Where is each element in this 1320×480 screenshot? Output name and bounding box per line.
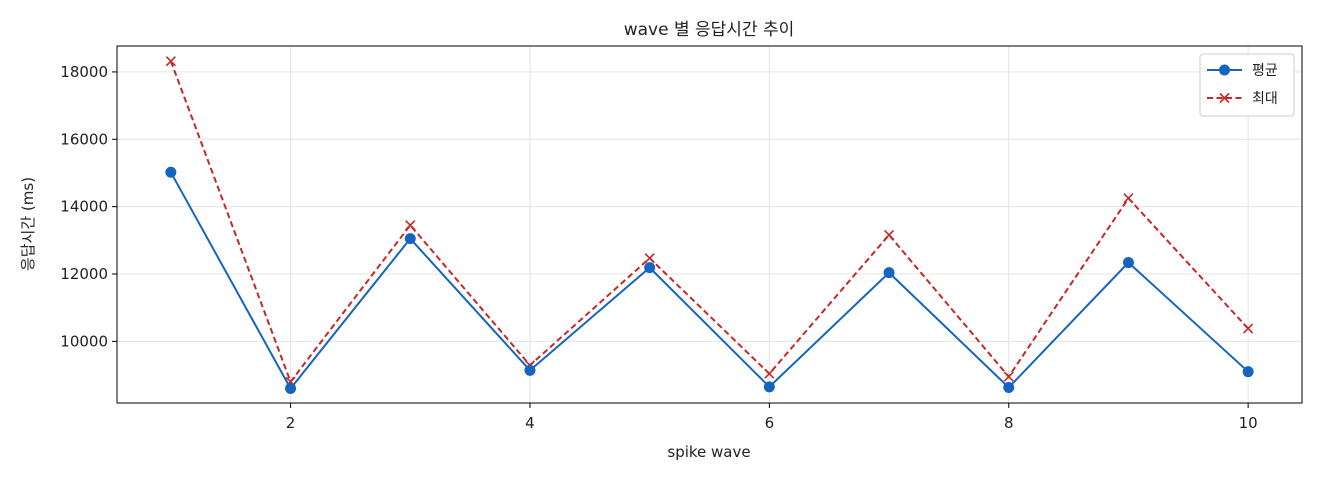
data-point	[644, 262, 656, 274]
data-point	[763, 381, 775, 393]
x-marker-stroke	[1243, 323, 1254, 334]
x-tick-label: 4	[525, 414, 535, 432]
data-point	[883, 229, 895, 241]
y-tick-label: 14000	[60, 198, 108, 216]
data-point	[1123, 193, 1134, 204]
x-marker-stroke	[165, 56, 176, 67]
data-point	[524, 364, 536, 376]
data-point	[165, 56, 176, 67]
y-tick-label: 10000	[60, 332, 108, 350]
data-point	[404, 233, 416, 245]
data-point	[1003, 382, 1015, 394]
x-marker-stroke	[405, 220, 416, 231]
data-point	[165, 166, 177, 178]
legend-box	[1199, 53, 1295, 117]
data-point	[1243, 323, 1254, 334]
x-tick-label: 2	[286, 414, 296, 432]
data-point	[644, 253, 655, 264]
x-marker-stroke	[883, 229, 895, 241]
y-axis-label: 응답시간 (ms)	[19, 177, 37, 271]
x-marker-stroke	[1123, 193, 1134, 204]
y-tick-label: 18000	[60, 63, 108, 81]
data-point	[883, 267, 895, 279]
series-line	[169, 171, 1249, 391]
legend-label: 평균	[1252, 63, 1278, 79]
series-layer	[165, 56, 1254, 395]
data-point	[405, 220, 416, 231]
data-point	[1242, 366, 1254, 378]
x-marker-stroke	[1219, 92, 1230, 104]
legend-marker	[1219, 64, 1230, 76]
series-line	[169, 60, 1249, 384]
x-marker-stroke	[764, 368, 775, 379]
x-marker-stroke	[644, 253, 655, 264]
data-point	[285, 383, 297, 395]
x-tick-label: 6	[765, 414, 775, 432]
grid	[117, 46, 1302, 403]
axis-ticks: 2 4 6 8 10 10000 12000 14000 16000 18000	[60, 63, 1257, 432]
data-point	[764, 368, 775, 379]
plot-frame	[116, 45, 1303, 404]
legend-marker	[1219, 92, 1230, 104]
x-tick-label: 8	[1004, 414, 1014, 432]
x-marker-stroke	[1003, 371, 1014, 382]
data-point	[1122, 257, 1134, 269]
legend-label: 최대	[1252, 91, 1278, 107]
chart-title: wave 별 응답시간 추이	[624, 20, 795, 40]
series-max	[165, 56, 1254, 387]
x-tick-label: 10	[1239, 414, 1258, 432]
data-point	[1003, 371, 1014, 382]
x-axis-label: spike wave	[667, 443, 750, 461]
y-tick-label: 12000	[60, 265, 108, 283]
y-tick-label: 16000	[60, 130, 108, 148]
series-avg	[165, 166, 1254, 395]
